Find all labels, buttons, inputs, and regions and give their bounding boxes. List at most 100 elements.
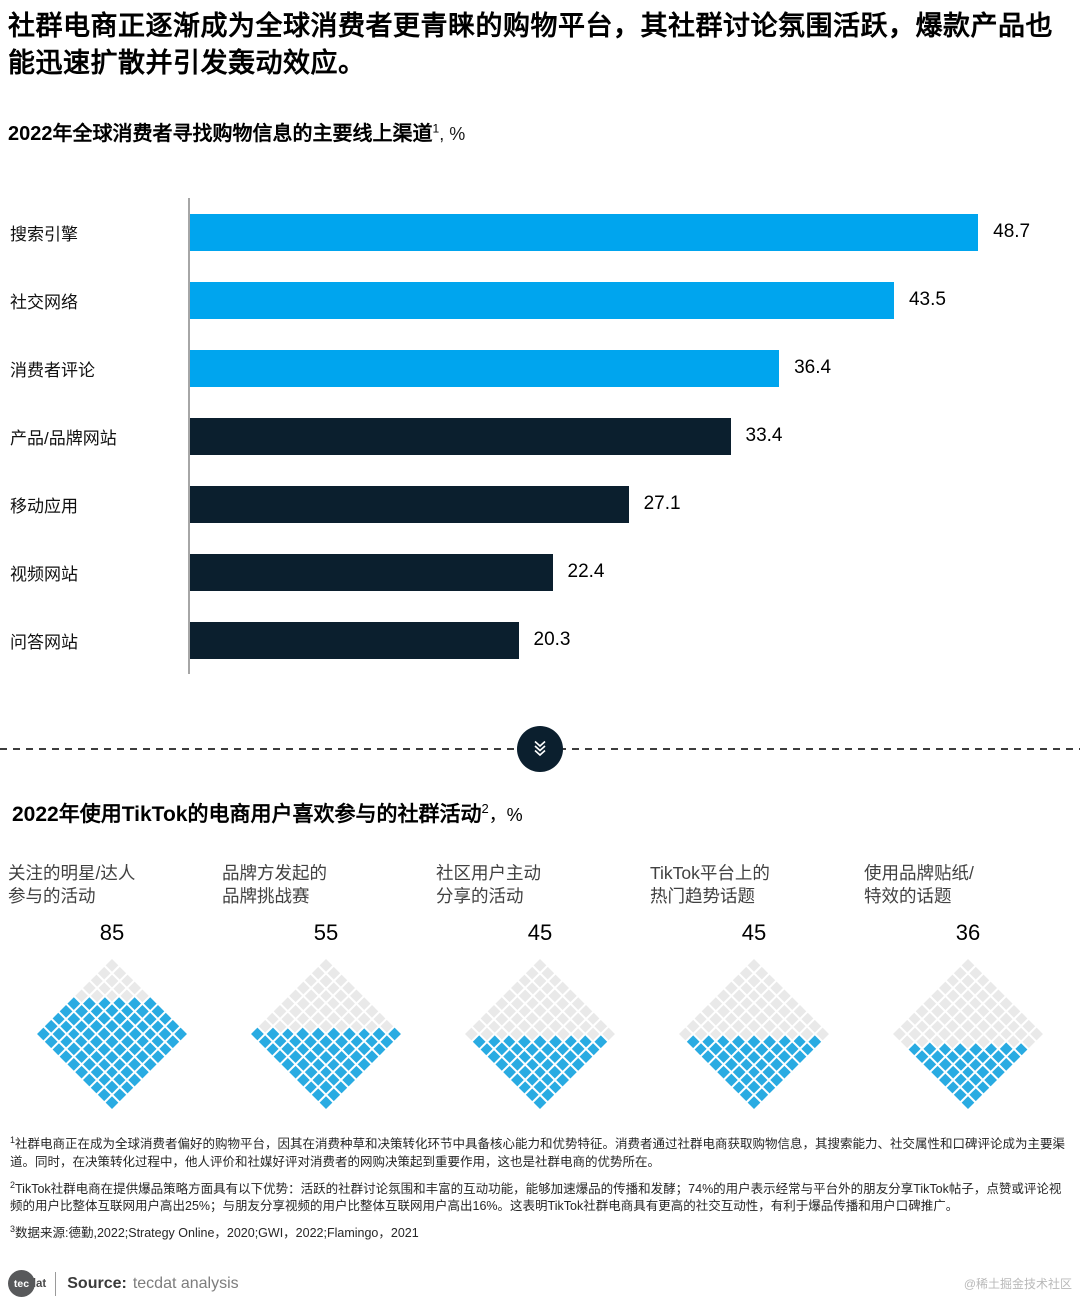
waffle-diamond-0 bbox=[37, 959, 187, 1110]
footnote-3: 3数据来源:德勤,2022;Strategy Online，2020;GWI，2… bbox=[10, 1223, 1072, 1243]
waffle-category-label: TikTok平台上的 热门趋势话题 bbox=[650, 862, 858, 908]
section1-footnote-marker: 1 bbox=[432, 121, 440, 136]
waffle-label-line: 社区用户主动 bbox=[436, 863, 541, 884]
section2-unit: ，% bbox=[488, 805, 523, 826]
waffle-label-line: 参与的活动 bbox=[8, 885, 96, 906]
triple-chevron-down-icon bbox=[517, 726, 563, 773]
bar-row: 问答网站 20.3 bbox=[8, 606, 1072, 675]
bar-value-label: 27.1 bbox=[643, 493, 681, 515]
bar-row: 消费者评论 36.4 bbox=[8, 334, 1072, 403]
waffle-label-line: 关注的明星/达人 bbox=[8, 863, 136, 884]
waffle-value-label: 45 bbox=[527, 920, 553, 946]
bar-track: 43.5 bbox=[188, 266, 1072, 335]
bar-row: 社交网络 43.5 bbox=[8, 266, 1072, 335]
source-label: Source: bbox=[67, 1274, 127, 1292]
bar-row: 视频网站 22.4 bbox=[8, 538, 1072, 607]
footnote-2-marker: 2 bbox=[10, 1179, 16, 1190]
waffle-value-label: 36 bbox=[955, 920, 981, 946]
section1-title-text: 2022年全球消费者寻找购物信息的主要线上渠道 bbox=[8, 123, 433, 146]
waffle-diamond-1 bbox=[251, 959, 401, 1110]
waffle-diamond-3 bbox=[679, 959, 829, 1110]
waffle-label-line: 品牌挑战赛 bbox=[222, 885, 310, 906]
bar-value-label: 33.4 bbox=[745, 425, 783, 447]
bar-value-label: 48.7 bbox=[993, 221, 1031, 243]
bar-value-label: 22.4 bbox=[567, 561, 605, 583]
waffle-value-label: 45 bbox=[741, 920, 767, 946]
footnote-2: 2TikTok社群电商在提供爆品策略方面具有以下优势：活跃的社群讨论氛围和丰富的… bbox=[10, 1179, 1072, 1216]
bar-row: 移动应用 27.1 bbox=[8, 470, 1072, 539]
waffle-label-line: 品牌方发起的 bbox=[222, 863, 327, 884]
footnotes: 1社群电商正在成为全球消费者偏好的购物平台，因其在消费种草和决策转化环节中具备核… bbox=[8, 1134, 1072, 1242]
bar-category-label: 消费者评论 bbox=[10, 360, 95, 380]
waffle-column: 关注的明星/达人 参与的活动 85 bbox=[8, 862, 216, 1118]
waffle-label-line: TikTok平台上的 bbox=[650, 863, 770, 884]
waffle-column: 使用品牌贴纸/特效的话题 36 bbox=[864, 862, 1072, 1118]
section1-title: 2022年全球消费者寻找购物信息的主要线上渠道1, % bbox=[8, 117, 1072, 146]
footer: tec dat Source: tecdat analysis @稀土掘金技术社… bbox=[8, 1270, 1072, 1297]
waffle-diamond-wrap bbox=[864, 950, 1072, 1118]
headline: 社群电商正逐渐成为全球消费者更青睐的购物平台，其社群讨论氛围活跃，爆款产品也能迅… bbox=[8, 11, 1053, 78]
tecdat-logo: tec dat bbox=[8, 1270, 46, 1297]
section-divider bbox=[0, 726, 1080, 774]
bar-value-label: 20.3 bbox=[533, 629, 571, 651]
waffle-diamond-2 bbox=[465, 959, 615, 1110]
waffle-label-line: 分享的活动 bbox=[436, 885, 524, 906]
bar-5 bbox=[190, 553, 553, 591]
bar-2 bbox=[190, 349, 780, 387]
waffle-label-line: 特效的话题 bbox=[864, 885, 952, 906]
bar-category-label: 搜索引擎 bbox=[10, 224, 78, 244]
bar-category-label: 问答网站 bbox=[10, 632, 78, 652]
waffle-diamond-wrap bbox=[222, 950, 430, 1118]
bar-track: 20.3 bbox=[188, 606, 1072, 675]
bar-3 bbox=[190, 417, 731, 455]
waffle-category-label: 关注的明星/达人 参与的活动 bbox=[8, 862, 216, 908]
source-text: tecdat analysis bbox=[132, 1274, 239, 1292]
bar-category-label: 视频网站 bbox=[10, 564, 78, 584]
bar-track: 36.4 bbox=[188, 334, 1072, 403]
footnote-1: 1社群电商正在成为全球消费者偏好的购物平台，因其在消费种草和决策转化环节中具备核… bbox=[10, 1134, 1072, 1171]
waffle-category-label: 社区用户主动 分享的活动 bbox=[436, 862, 644, 908]
channels-bar-chart: 搜索引擎 48.7 社交网络 43.5 消费者评论 36.4 产品/品牌网站 33.4 移动应用… bbox=[8, 198, 1072, 675]
watermark: @稀土掘金技术社区 bbox=[963, 1277, 1072, 1291]
bar-category-label: 产品/品牌网站 bbox=[10, 428, 117, 448]
waffle-label-line: 使用品牌贴纸/ bbox=[864, 863, 974, 884]
bar-row: 搜索引擎 48.7 bbox=[8, 198, 1072, 267]
section2-title-text: 2022年使用TikTok的电商用户喜欢参与的社群活动 bbox=[12, 803, 482, 827]
bar-0 bbox=[190, 213, 979, 251]
bar-track: 33.4 bbox=[188, 402, 1072, 471]
bar-row: 产品/品牌网站 33.4 bbox=[8, 402, 1072, 471]
waffle-label-line: 热门趋势话题 bbox=[650, 885, 755, 906]
bar-track: 22.4 bbox=[188, 538, 1072, 607]
waffle-diamond-4 bbox=[893, 959, 1043, 1110]
footnote-2-text: TikTok社群电商在提供爆品策略方面具有以下优势：活跃的社群讨论氛围和丰富的互… bbox=[10, 1181, 1062, 1214]
waffle-column: TikTok平台上的 热门趋势话题 45 bbox=[650, 862, 858, 1118]
bar-6 bbox=[190, 621, 519, 659]
section1-unit: , % bbox=[439, 124, 466, 145]
waffle-column: 品牌方发起的 品牌挑战赛 55 bbox=[222, 862, 430, 1118]
footer-divider bbox=[55, 1271, 57, 1296]
waffle-diamond-wrap bbox=[436, 950, 644, 1118]
waffle-category-label: 品牌方发起的 品牌挑战赛 bbox=[222, 862, 430, 908]
bar-1 bbox=[190, 281, 894, 319]
bar-value-label: 36.4 bbox=[794, 357, 832, 379]
section2-title: 2022年使用TikTok的电商用户喜欢参与的社群活动2，% bbox=[8, 798, 1072, 828]
footnote-1-text: 社群电商正在成为全球消费者偏好的购物平台，因其在消费种草和决策转化环节中具备核心… bbox=[10, 1137, 1066, 1170]
footnote-3-text: 数据来源:德勤,2022;Strategy Online，2020;GWI，20… bbox=[15, 1225, 419, 1240]
waffle-value-label: 85 bbox=[99, 920, 125, 946]
section2-footnote-marker: 2 bbox=[481, 801, 489, 817]
waffle-diamond-wrap bbox=[8, 950, 216, 1118]
tiktok-waffle-charts: 关注的明星/达人 参与的活动 85 品牌方发起的 品牌挑战赛 55 社区用户主动 分享的活动 4… bbox=[8, 862, 1072, 1118]
bar-4 bbox=[190, 485, 629, 523]
bar-track: 27.1 bbox=[188, 470, 1072, 539]
bar-value-label: 43.5 bbox=[908, 289, 946, 311]
waffle-category-label: 使用品牌贴纸/特效的话题 bbox=[864, 862, 1072, 908]
bar-category-label: 社交网络 bbox=[10, 292, 78, 312]
bar-track: 48.7 bbox=[188, 198, 1072, 267]
waffle-column: 社区用户主动 分享的活动 45 bbox=[436, 862, 644, 1118]
waffle-diamond-wrap bbox=[650, 950, 858, 1118]
footnote-3-marker: 3 bbox=[10, 1223, 16, 1234]
waffle-value-label: 55 bbox=[313, 920, 339, 946]
bar-category-label: 移动应用 bbox=[10, 496, 78, 516]
footnote-1-marker: 1 bbox=[10, 1135, 16, 1146]
